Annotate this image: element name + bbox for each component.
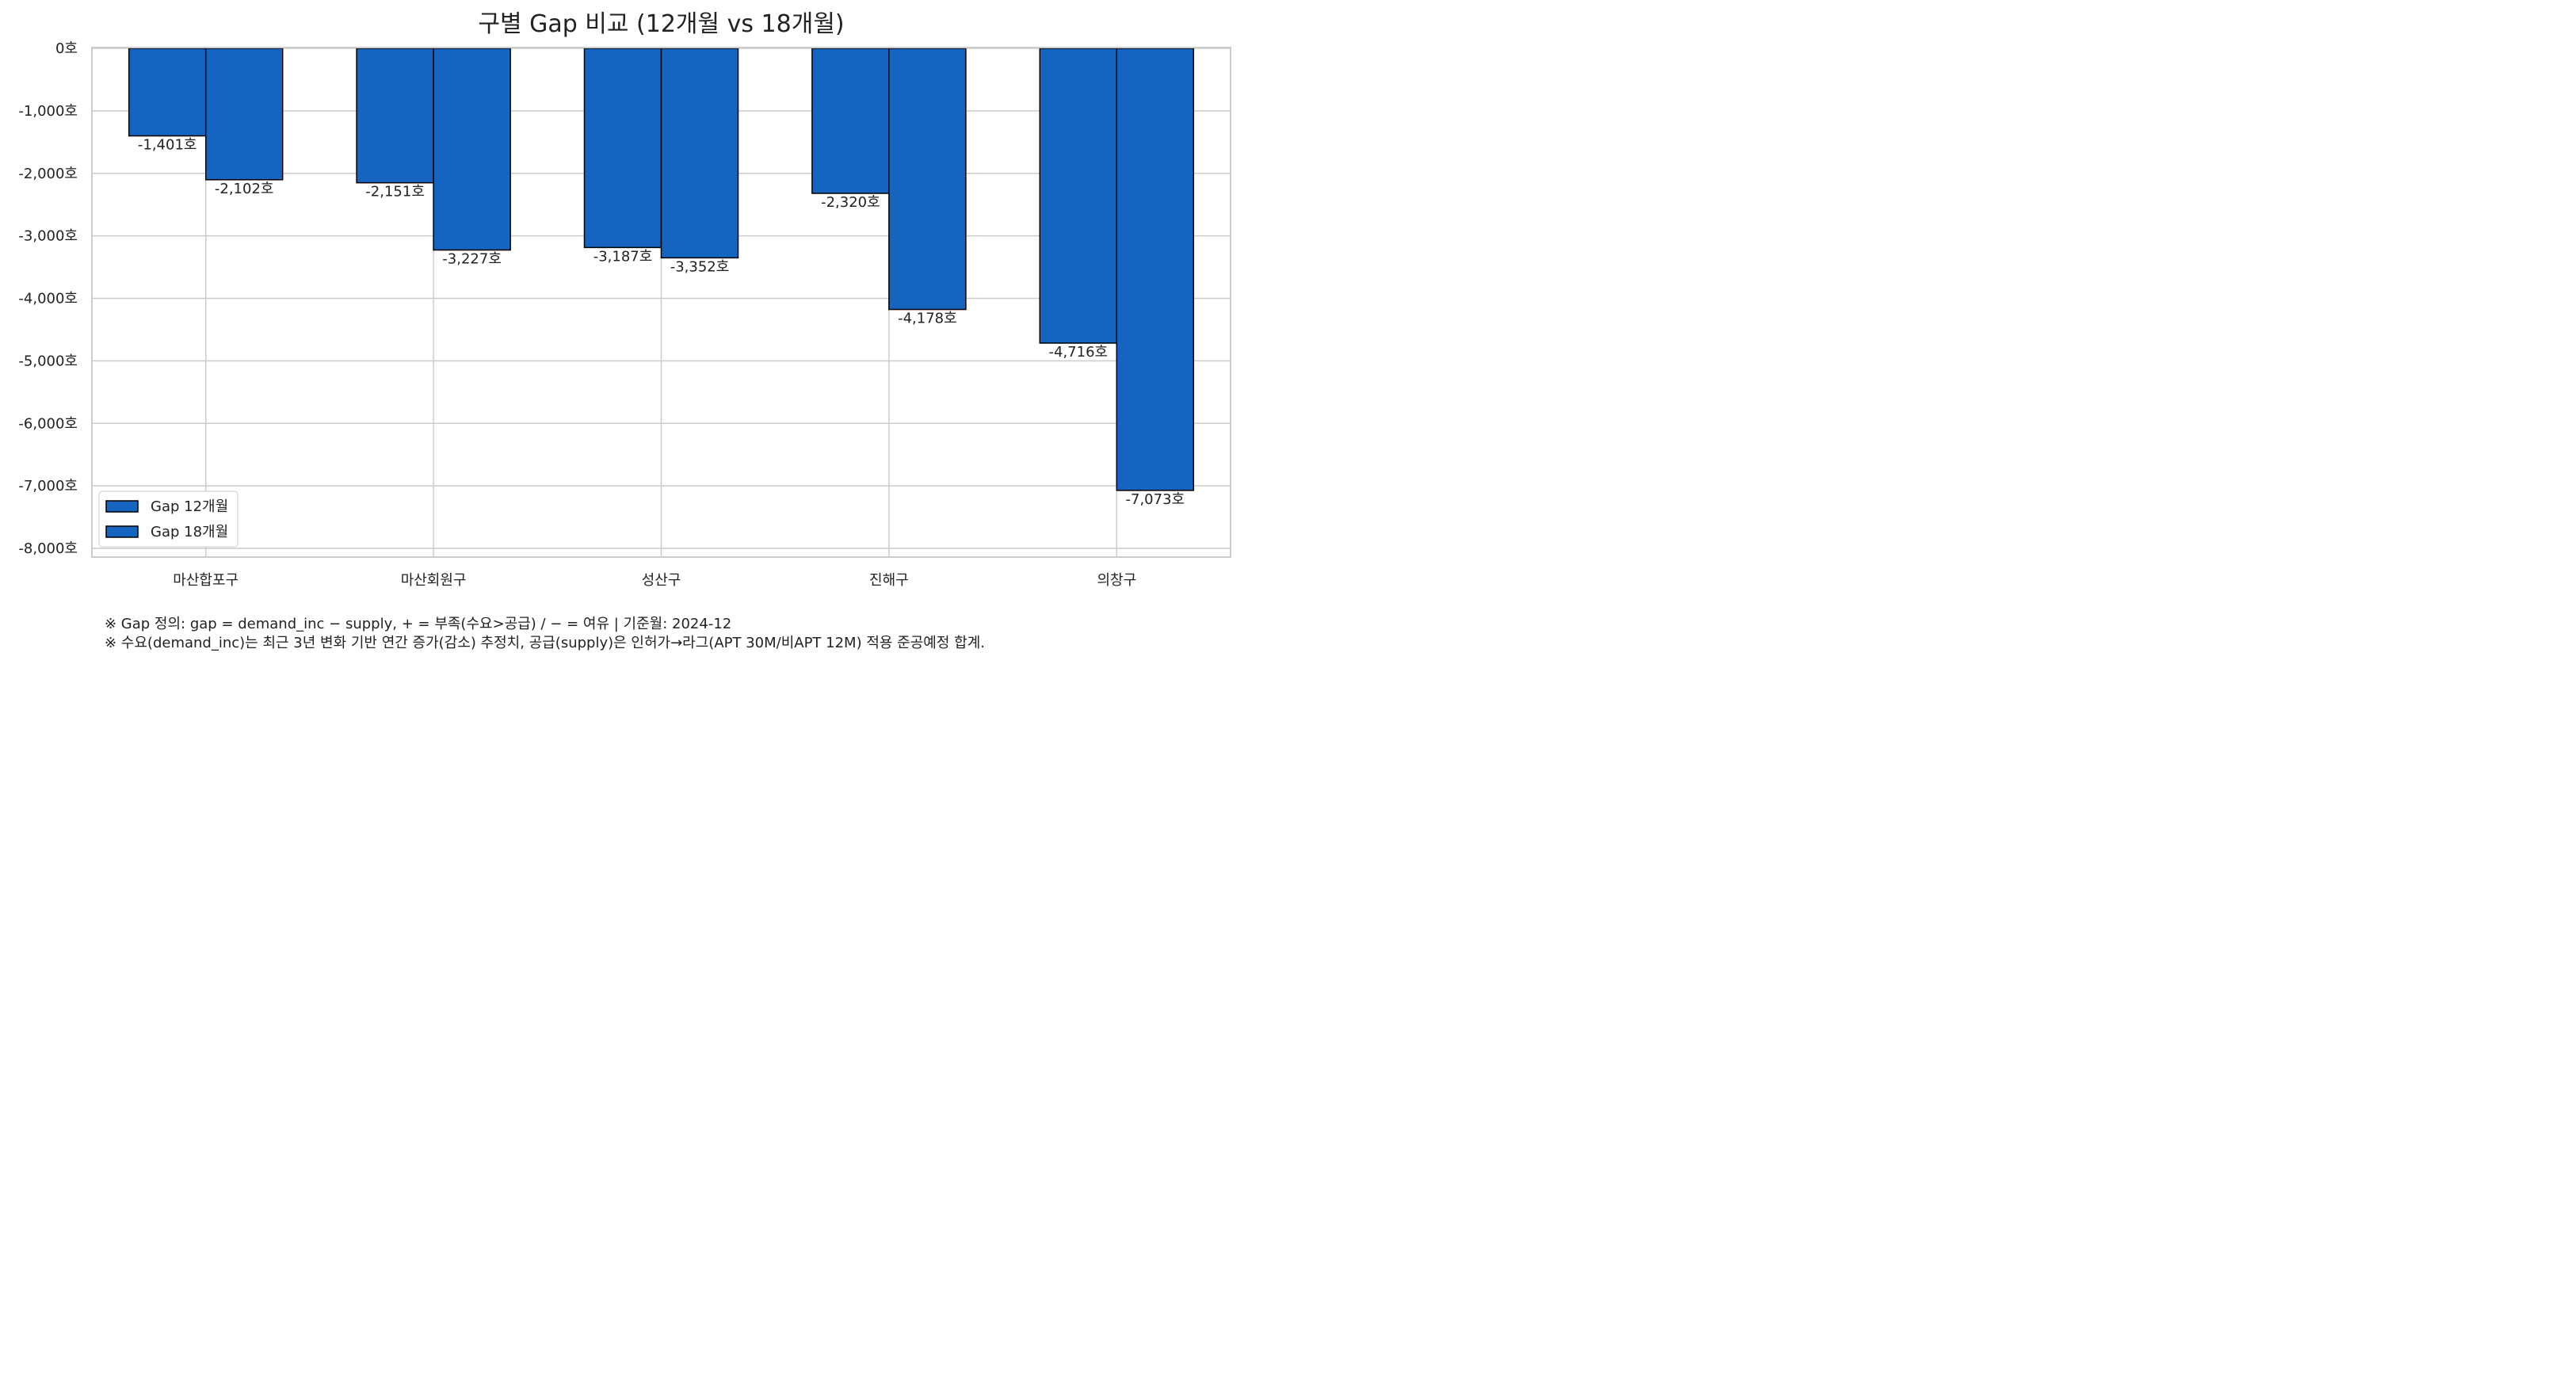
legend-label-12m: Gap 12개월 [151, 498, 228, 515]
x-tick-label: 성산구 [642, 572, 681, 589]
footnote-demand-supply-note: ※ 수요(demand_inc)는 최근 3년 변화 기반 연간 증가(감소) … [105, 635, 985, 651]
data-label-12m: -4,716호 [1049, 344, 1109, 361]
data-label-12m: -1,401호 [138, 137, 197, 154]
y-tick-label: -6,000호 [18, 415, 78, 432]
bar-chart: 구별 Gap 비교 (12개월 vs 18개월) 0호 -1,000호 -2,000호… [18, 10, 1231, 589]
bar-18m [660, 48, 739, 259]
bar-18m [433, 48, 511, 251]
y-tick-label: 0호 [55, 40, 78, 57]
legend: Gap 12개월 Gap 18개월 [98, 491, 239, 548]
bar-12m [1039, 48, 1118, 344]
bar-12m [128, 48, 207, 137]
data-label-18m: -3,227호 [442, 251, 502, 268]
bar-12m [356, 48, 434, 184]
bar-18m [204, 48, 284, 181]
bar-12m [811, 48, 890, 194]
legend-swatch-12m [105, 500, 139, 513]
data-label-12m: -2,151호 [365, 184, 425, 200]
x-tick-label: 진해구 [869, 572, 909, 589]
data-label-18m: -7,073호 [1126, 491, 1185, 508]
data-label-18m: -2,102호 [215, 181, 274, 197]
y-tick-label: -1,000호 [18, 103, 78, 120]
plot-frame [91, 47, 1231, 558]
data-label-18m: -4,178호 [898, 311, 957, 327]
x-tick-label: 마산합포구 [173, 572, 239, 589]
y-tick-label: -3,000호 [18, 228, 78, 245]
y-tick-label: -2,000호 [18, 166, 78, 182]
chart-title: 구별 Gap 비교 (12개월 vs 18개월) [478, 10, 844, 38]
x-tick-label: 의창구 [1097, 572, 1136, 589]
y-tick-label: -4,000호 [18, 291, 78, 307]
x-tick-label: 마산회원구 [401, 572, 467, 589]
bar-12m [583, 48, 662, 249]
footnote-gap-definition: ※ Gap 정의: gap = demand_inc − supply, + =… [105, 616, 732, 632]
bar-18m [888, 48, 967, 311]
legend-label-18m: Gap 18개월 [151, 524, 228, 540]
data-label-12m: -3,187호 [593, 248, 653, 265]
y-tick-label: -5,000호 [18, 353, 78, 369]
legend-swatch-18m [105, 525, 139, 538]
bar-18m [1116, 48, 1195, 491]
y-tick-label: -7,000호 [18, 478, 78, 494]
data-label-12m: -2,320호 [821, 194, 880, 211]
data-label-18m: -3,352호 [670, 258, 730, 275]
y-tick-label: -8,000호 [18, 540, 78, 557]
